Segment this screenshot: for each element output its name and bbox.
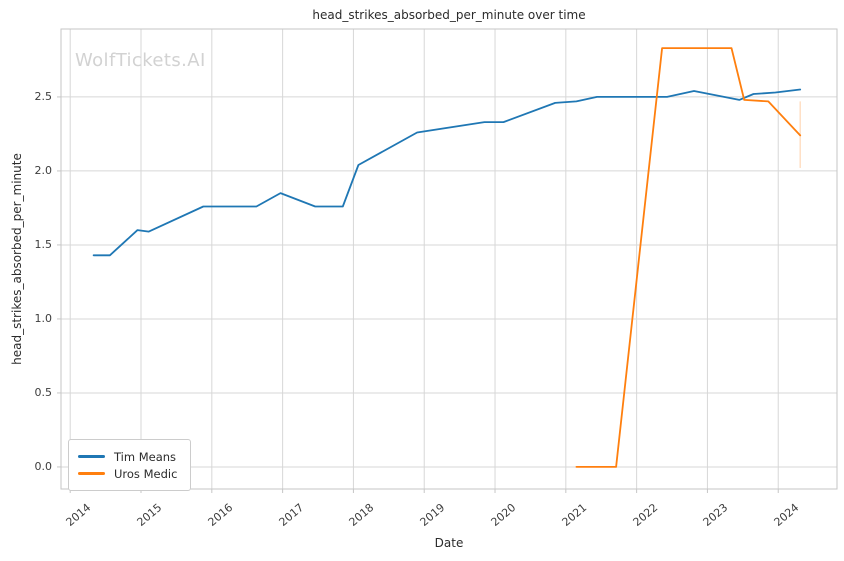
legend-item-uros-medic: Uros Medic <box>78 466 177 481</box>
legend: Tim Means Uros Medic <box>68 439 192 491</box>
y-tick-label: 1.0 <box>34 311 53 325</box>
y-tick-label: 2.0 <box>34 163 53 177</box>
legend-item-tim-means: Tim Means <box>78 449 177 464</box>
series-line-uros-medic <box>575 47 802 468</box>
watermark: WolfTickets.AI <box>75 50 206 71</box>
y-tick-label: 0.0 <box>34 459 53 473</box>
y-tick-label: 2.5 <box>34 89 53 103</box>
y-tick-label: 1.5 <box>34 237 53 251</box>
uros-medic-line-swatch <box>78 472 105 475</box>
chart-title: head_strikes_absorbed_per_minute over ti… <box>312 8 586 22</box>
legend-label-uros-medic: Uros Medic <box>114 466 178 481</box>
tim-means-line-swatch <box>78 455 105 458</box>
legend-label-tim-means: Tim Means <box>114 449 177 464</box>
plot-border <box>60 28 838 490</box>
y-tick-label: 0.5 <box>34 385 53 399</box>
x-axis-label: Date <box>434 536 464 550</box>
series-line-tim-means <box>92 88 802 257</box>
